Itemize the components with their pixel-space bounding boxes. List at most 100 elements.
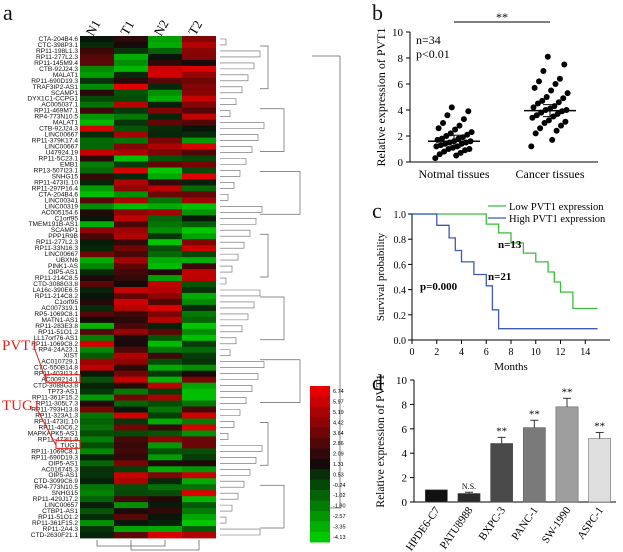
heatmap-cell	[80, 179, 114, 186]
scatter-point	[534, 100, 541, 107]
colorbar-segment	[310, 521, 330, 533]
heatmap-dendrogram-branch	[220, 480, 245, 488]
heatmap-cell	[114, 149, 148, 156]
x-tick-label: 10	[531, 347, 541, 358]
heatmap-row-label: TUG1	[60, 442, 78, 449]
heatmap-cell	[114, 36, 148, 43]
heatmap-cell	[182, 251, 216, 258]
scatter-point	[537, 125, 544, 132]
heatmap-cell	[148, 101, 182, 109]
heatmap-cell	[80, 161, 114, 168]
heatmap-cell	[148, 167, 182, 174]
heatmap-row-label: C1orf95	[55, 215, 79, 222]
scatter-point	[545, 117, 552, 124]
scatter-point	[554, 110, 561, 117]
heatmap-dendrogram-branch	[220, 349, 231, 357]
heatmap-cell	[114, 83, 148, 91]
heatmap-cell	[80, 400, 114, 407]
heatmap-cell	[148, 454, 182, 461]
heatmap-cell	[114, 346, 148, 354]
heatmap-cell	[114, 263, 148, 270]
heatmap-cell	[114, 328, 148, 336]
heatmap-row-label: RP11-323A1.3	[35, 412, 78, 419]
heatmap-row-label: CTD-3088G3.8	[33, 383, 78, 390]
heatmap-cell	[80, 418, 114, 425]
heatmap-cell	[80, 442, 114, 449]
heatmap-cell	[80, 287, 114, 294]
heatmap-cell	[148, 281, 182, 288]
scatter-point	[548, 87, 555, 94]
heatmap-highlight-pointer	[35, 406, 57, 446]
heatmap-row-label: RP4-24A23.1	[38, 347, 78, 354]
scatter-point	[555, 99, 562, 106]
heatmap-cell	[182, 53, 216, 61]
heatmap-cell	[182, 388, 216, 395]
colorbar-segment	[310, 510, 330, 522]
heatmap-cell	[182, 155, 216, 162]
heatmap-panel: N1 T1 N2 T2CTA-204B4.6CTC-398P3.1RP11-198L1…	[2, 17, 346, 551]
heatmap-cell	[148, 364, 182, 372]
heatmap-row-label: SCAMP1	[51, 227, 78, 234]
heatmap-row-label: C1orf95	[55, 299, 79, 306]
heatmap-cell	[148, 370, 182, 378]
heatmap-cell	[114, 412, 148, 419]
heatmap-cell	[182, 424, 216, 431]
heatmap-cell	[148, 65, 182, 73]
heatmap-cell	[148, 502, 182, 509]
heatmap-row-label: RP11-473I1.10	[34, 179, 78, 186]
heatmap-cell	[114, 161, 148, 168]
heatmap-cell	[182, 179, 216, 186]
heatmap-cell	[80, 358, 114, 366]
heatmap-dendrogram-branch	[220, 241, 245, 249]
scatter-point	[444, 112, 451, 119]
heatmap-cell	[148, 526, 182, 533]
heatmap-dendrogram-branch	[220, 158, 247, 165]
heatmap-cell	[182, 364, 216, 372]
heatmap-cell	[80, 454, 114, 461]
heatmap-cell	[114, 155, 148, 162]
heatmap-cell	[148, 203, 182, 210]
heatmap-cell	[114, 185, 148, 192]
heatmap-row-label: CTB-92J24.3	[39, 66, 78, 73]
heatmap-cell	[182, 442, 216, 449]
heatmap-cell	[182, 298, 216, 306]
heatmap-row-label: UBXN6	[56, 257, 78, 264]
heatmap-dendrogram-branch	[260, 45, 269, 90]
heatmap-cell	[114, 215, 148, 222]
heatmap-cell	[148, 304, 182, 312]
heatmap-cell	[148, 508, 182, 515]
heatmap-cell	[182, 59, 216, 67]
heatmap-cell	[80, 370, 114, 378]
heatmap-cell	[148, 179, 182, 186]
heatmap-dendrogram-branch	[260, 296, 285, 341]
heatmap-row-label: CTA-204B4.6	[39, 36, 79, 43]
heatmap-dendrogram-branch	[220, 516, 227, 524]
heatmap-cell	[148, 275, 182, 282]
colorbar-segment	[310, 490, 330, 501]
colorbar-segment	[310, 406, 330, 418]
heatmap-cell	[80, 125, 114, 133]
heatmap-cell	[80, 340, 114, 348]
heatmap-cell	[80, 502, 114, 509]
heatmap-dendrogram-branch	[220, 277, 227, 285]
colorbar-segment	[310, 531, 330, 543]
heatmap-cell	[114, 59, 148, 67]
heatmap-cell	[182, 233, 216, 240]
heatmap-column-label: T2	[185, 18, 205, 38]
scatter-point	[528, 143, 535, 150]
y-tick-label: 8	[402, 399, 408, 411]
heatmap-column-label: T1	[117, 18, 137, 38]
heatmap-cell	[114, 448, 148, 455]
heatmap-cell	[148, 233, 182, 240]
heatmap-dendrogram-branch	[220, 492, 239, 500]
heatmap-dendrogram-branch	[220, 468, 251, 476]
heatmap-row-label: RP11-793H13.8	[31, 407, 78, 414]
x-category-label: PANC-1	[509, 505, 540, 543]
panel-label-b: b	[372, 0, 383, 25]
heatmap-cell	[182, 316, 216, 324]
heatmap-dendrogram-branch	[260, 171, 301, 215]
heatmap-cell	[148, 520, 182, 527]
heatmap-cell	[148, 53, 182, 61]
heatmap-cell	[148, 119, 182, 127]
